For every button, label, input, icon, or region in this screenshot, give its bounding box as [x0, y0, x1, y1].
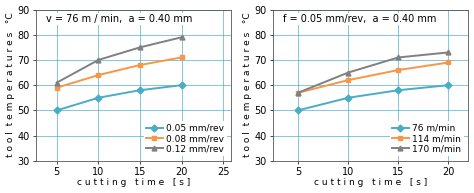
X-axis label: c u t t i n g   t i m e   [ s ]: c u t t i n g t i m e [ s ]: [77, 179, 191, 187]
114 m/min: [446, 61, 451, 64]
Line: 0.08 mm/rev: 0.08 mm/rev: [55, 55, 184, 90]
76 m/min: [395, 89, 401, 91]
170 m/min: [395, 56, 401, 59]
114 m/min: [345, 79, 351, 81]
0.12 mm/rev: [179, 36, 184, 38]
0.12 mm/rev: [54, 81, 60, 84]
114 m/min: [295, 92, 301, 94]
Text: f = 0.05 mm/rev,  a = 0.40 mm: f = 0.05 mm/rev, a = 0.40 mm: [283, 14, 436, 24]
Line: 170 m/min: 170 m/min: [296, 50, 451, 95]
Line: 76 m/min: 76 m/min: [296, 83, 451, 113]
Legend: 0.05 mm/rev, 0.08 mm/rev, 0.12 mm/rev: 0.05 mm/rev, 0.08 mm/rev, 0.12 mm/rev: [144, 121, 227, 156]
0.05 mm/rev: [95, 97, 101, 99]
Line: 0.05 mm/rev: 0.05 mm/rev: [55, 83, 184, 113]
Y-axis label: t o o l  t e m p e r a t u r e s   °C: t o o l t e m p e r a t u r e s °C: [243, 13, 252, 157]
0.12 mm/rev: [95, 59, 101, 61]
Y-axis label: t o o l  t e m p e r a t u r e s   °C: t o o l t e m p e r a t u r e s °C: [6, 13, 15, 157]
114 m/min: [395, 69, 401, 71]
Line: 114 m/min: 114 m/min: [296, 60, 451, 95]
0.05 mm/rev: [179, 84, 184, 86]
0.08 mm/rev: [179, 56, 184, 59]
170 m/min: [446, 51, 451, 54]
0.05 mm/rev: [137, 89, 143, 91]
76 m/min: [446, 84, 451, 86]
Legend: 76 m/min, 114 m/min, 170 m/min: 76 m/min, 114 m/min, 170 m/min: [390, 121, 464, 156]
0.05 mm/rev: [54, 109, 60, 112]
0.08 mm/rev: [95, 74, 101, 76]
76 m/min: [345, 97, 351, 99]
0.12 mm/rev: [137, 46, 143, 48]
0.08 mm/rev: [54, 86, 60, 89]
X-axis label: c u t t i n g   t i m e   [ s ]: c u t t i n g t i m e [ s ]: [314, 179, 428, 187]
170 m/min: [345, 71, 351, 74]
0.08 mm/rev: [137, 64, 143, 66]
Line: 0.12 mm/rev: 0.12 mm/rev: [55, 35, 184, 85]
76 m/min: [295, 109, 301, 112]
170 m/min: [295, 92, 301, 94]
Text: v = 76 m / min,  a = 0.40 mm: v = 76 m / min, a = 0.40 mm: [46, 14, 192, 24]
